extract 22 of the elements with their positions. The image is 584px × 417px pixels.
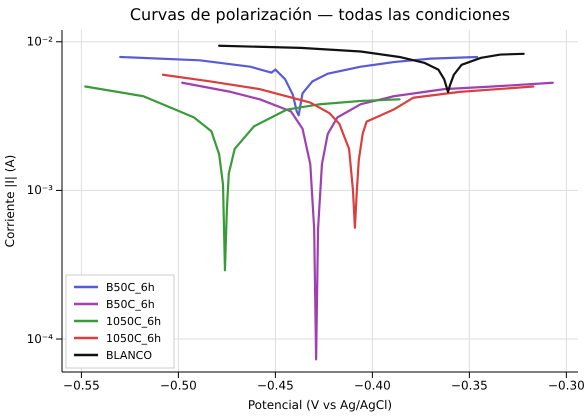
y-axis-title: Corriente |I| (A): [3, 154, 17, 248]
x-tick-label: −0.50: [160, 378, 197, 393]
x-axis-title: Potencial (V vs Ag/AgCl): [248, 398, 392, 412]
y-tick-label: 10⁻²: [26, 34, 54, 49]
y-tick-label: 10⁻³: [26, 183, 54, 198]
line-series: [218, 44, 525, 93]
line-series: [84, 85, 401, 272]
legend-label: 1050C_6h: [106, 315, 162, 328]
x-tick-label: −0.35: [450, 378, 488, 393]
y-tick-label: 10⁻⁴: [26, 332, 54, 346]
x-tick-label: −0.30: [548, 378, 584, 393]
line-series: [119, 56, 478, 116]
chart-title: Curvas de polarización — todas las condiciones: [130, 5, 510, 24]
line-series: [162, 74, 534, 229]
x-tick-label: −0.55: [63, 378, 100, 393]
legend-label: B50C_6h: [106, 298, 155, 311]
legend-label: 1050C_6h: [106, 332, 162, 345]
legend-label: BLANCO: [106, 349, 152, 362]
line-series: [181, 82, 554, 360]
x-tick-label: −0.45: [256, 378, 294, 393]
x-tick-label: −0.40: [354, 378, 391, 393]
legend-label: B50C_6h: [106, 281, 155, 294]
